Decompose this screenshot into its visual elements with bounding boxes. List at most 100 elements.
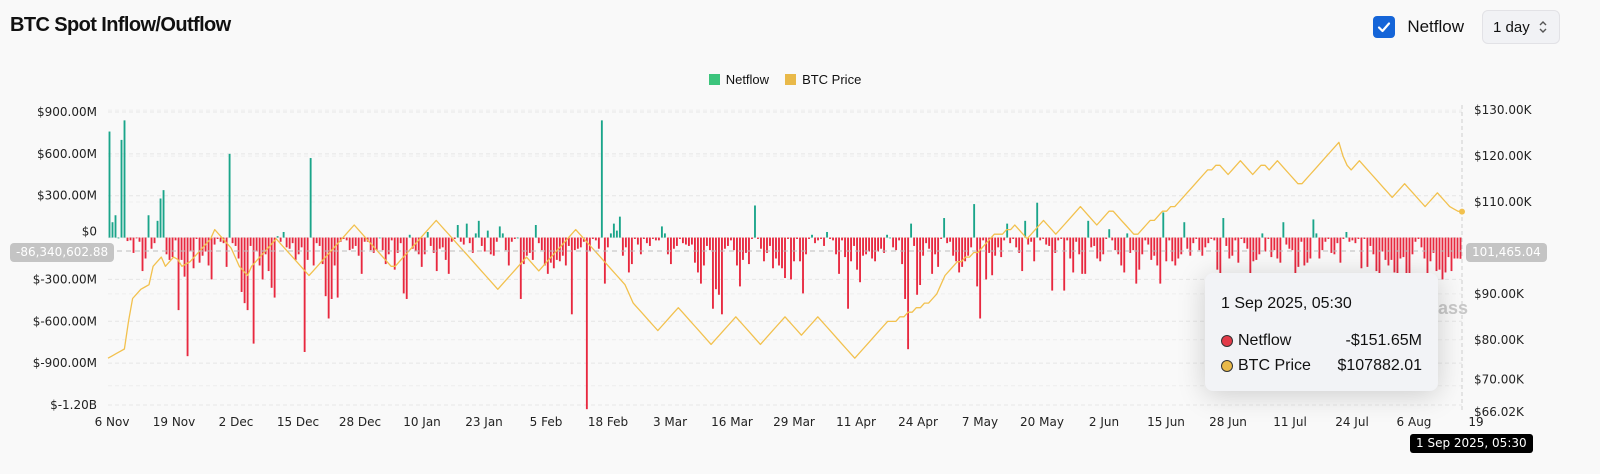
netflow-bar [363, 237, 366, 242]
netflow-bar [1123, 237, 1126, 273]
netflow-bar [1435, 237, 1438, 272]
netflow-bar [174, 237, 177, 241]
netflow-bar [1039, 237, 1042, 241]
netflow-bar [1249, 237, 1252, 277]
netflow-bar [594, 237, 597, 241]
netflow-bar [1285, 237, 1288, 245]
y-left-tick-label: $-600.00M [33, 314, 97, 328]
netflow-bar [579, 237, 582, 248]
netflow-bar [459, 237, 462, 242]
netflow-bar [1315, 233, 1318, 238]
netflow-bar [730, 237, 732, 241]
netflow-bar [123, 120, 126, 238]
netflow-bar [715, 237, 717, 290]
netflow-bar [1381, 237, 1384, 252]
chart-controls: Netflow 1 day [1373, 10, 1600, 44]
netflow-bar [1183, 222, 1186, 238]
x-tick-label: 11 Jul [1273, 415, 1307, 429]
netflow-bar [1402, 237, 1405, 258]
netflow-bar [543, 237, 546, 266]
netflow-bar [823, 237, 825, 246]
tooltip: 1 Sep 2025, 05:30 Netflow -$151.65M BTC … [1205, 273, 1438, 391]
legend-item-netflow[interactable]: Netflow [708, 72, 770, 87]
netflow-checkbox-label[interactable]: Netflow [1407, 17, 1464, 36]
netflow-bar [450, 237, 453, 242]
netflow-bar [126, 237, 129, 242]
netflow-bar [868, 237, 870, 252]
y-right-tick-label: $66.02K [1474, 405, 1525, 419]
x-tick-label: 10 Jan [403, 415, 441, 429]
netflow-bar [258, 237, 261, 266]
netflow-bar [799, 237, 801, 262]
netflow-bar [877, 237, 879, 252]
netflow-bar [712, 237, 714, 309]
netflow-bar [171, 237, 174, 258]
netflow-bar [264, 237, 267, 255]
netflow-bar [1111, 237, 1114, 241]
netflow-bar [1306, 237, 1309, 263]
netflow-bar [567, 237, 570, 246]
netflow-bar [195, 237, 198, 239]
netflow-bar [934, 237, 937, 255]
netflow-bar [1378, 237, 1381, 284]
netflow-bar [471, 237, 474, 253]
netflow-bar [904, 237, 907, 299]
netflow-bar [1372, 237, 1375, 255]
tooltip-value: $107882.01 [1337, 357, 1422, 374]
netflow-bar [285, 237, 288, 248]
netflow-bar [345, 237, 348, 241]
netflow-bar [811, 234, 813, 238]
netflow-bar [862, 237, 864, 256]
netflow-bar [700, 237, 702, 284]
netflow-bar [1075, 237, 1078, 242]
netflow-bar [621, 237, 624, 256]
netflow-bar [486, 230, 489, 238]
netflow-bar [1186, 237, 1189, 249]
netflow-bar [1081, 237, 1084, 274]
netflow-bar [1252, 237, 1255, 262]
legend-item-btc-price[interactable]: BTC Price [785, 72, 861, 87]
netflow-bar [303, 237, 306, 352]
netflow-bar [835, 237, 837, 255]
interval-select[interactable]: 1 day [1482, 10, 1560, 44]
netflow-bar [1219, 237, 1222, 279]
x-tick-label: 24 Jul [1335, 415, 1369, 429]
netflow-bar [168, 237, 171, 260]
netflow-bar [165, 237, 168, 255]
y-axis-left: $900.00M $600.00M $300.00M $0 $-300.00M $-600… [33, 105, 97, 412]
netflow-bar [624, 237, 627, 248]
netflow-bar [336, 237, 339, 298]
netflow-bar [967, 237, 970, 256]
netflow-bar [300, 237, 303, 248]
netflow-bar [120, 139, 123, 238]
netflow-bar [519, 237, 522, 299]
netflow-checkbox[interactable] [1373, 16, 1396, 38]
legend-label-netflow: Netflow [725, 72, 770, 87]
netflow-bar [1165, 237, 1168, 262]
netflow-bar [976, 237, 979, 287]
netflow-bar [651, 237, 654, 239]
netflow-bar [1201, 237, 1204, 256]
netflow-bar [727, 237, 729, 246]
netflow-bar [1444, 237, 1447, 273]
netflow-bar [135, 237, 138, 239]
netflow-bar [1414, 237, 1417, 242]
netflow-bar [1141, 237, 1144, 255]
netflow-bar [627, 237, 630, 273]
netflow-bar [922, 237, 925, 256]
netflow-bar [1429, 237, 1432, 262]
netflow-bar [829, 237, 831, 239]
netflow-bar [186, 237, 189, 357]
netflow-bar [952, 237, 955, 256]
netflow-bar [772, 237, 774, 269]
netflow-bar [306, 237, 309, 260]
netflow-bar [333, 237, 336, 266]
netflow-bar [504, 237, 507, 251]
netflow-bar [826, 231, 828, 238]
netflow-bar [384, 237, 387, 265]
netflow-bar [1312, 219, 1315, 238]
netflow-bar [1069, 237, 1072, 259]
netflow-bar [763, 237, 765, 262]
netflow-bar [859, 237, 861, 283]
